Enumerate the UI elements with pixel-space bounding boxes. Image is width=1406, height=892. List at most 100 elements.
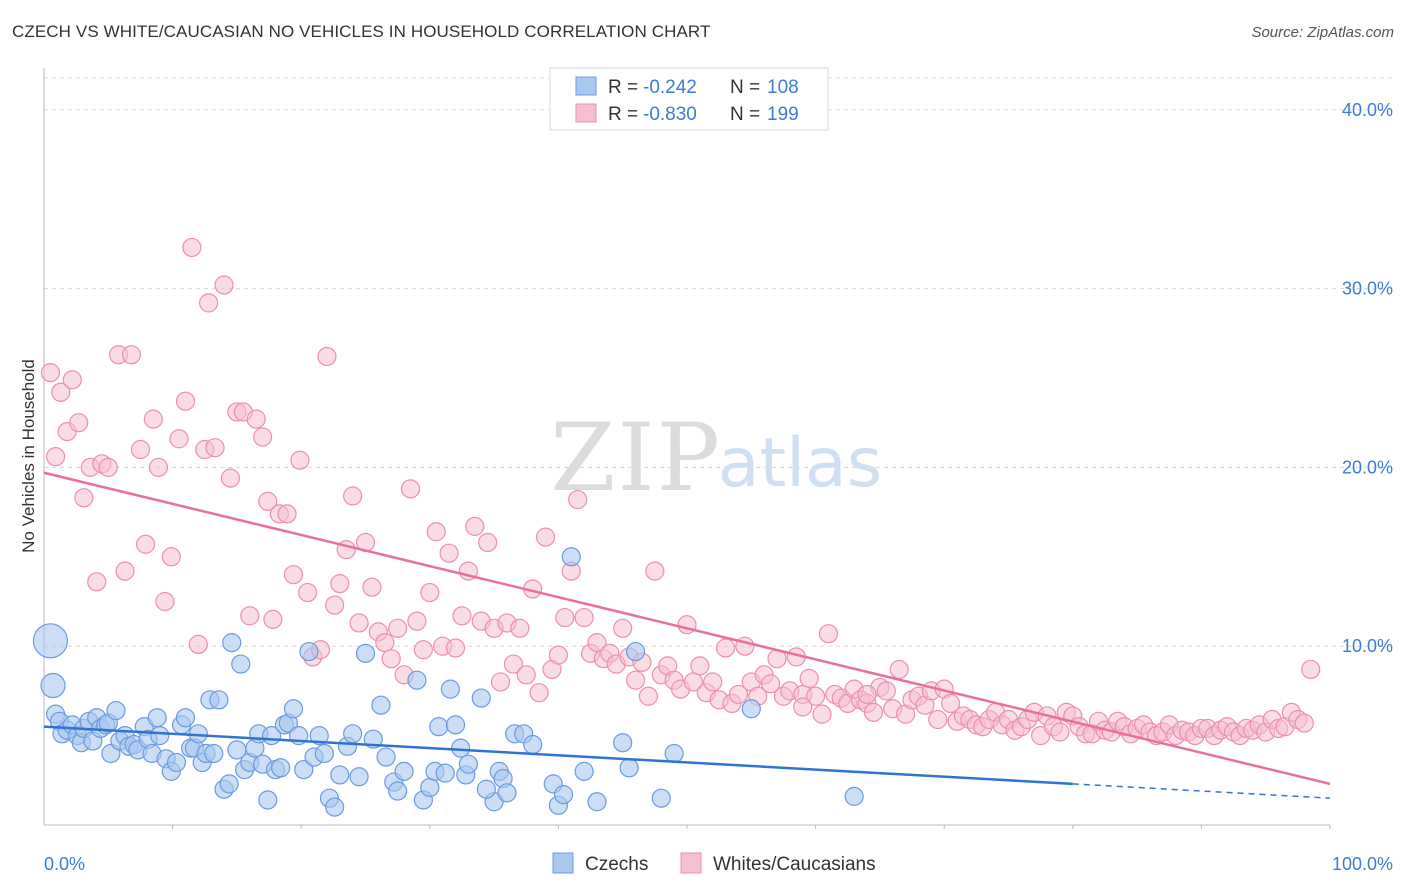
whites-point xyxy=(574,607,594,628)
whites-point xyxy=(638,686,659,706)
whites-point xyxy=(535,527,556,547)
whites-point xyxy=(426,522,446,542)
whites-point xyxy=(407,611,427,631)
bottom-legend-label-czechs: Czechs xyxy=(585,854,648,875)
czechs-point xyxy=(420,777,440,798)
x-tick-label-max: 100.0% xyxy=(1332,854,1393,874)
czechs-point xyxy=(330,765,350,785)
legend-r-value-czechs: -0.242 xyxy=(643,77,697,98)
czechs-point xyxy=(283,699,304,719)
whites-point xyxy=(121,345,142,365)
whites-point xyxy=(148,457,169,477)
whites-point xyxy=(510,618,530,638)
whites-point xyxy=(161,547,181,567)
czechs-point xyxy=(435,763,455,783)
whites-point xyxy=(220,468,241,488)
whites-point xyxy=(290,450,310,470)
czechs-point xyxy=(553,785,574,805)
whites-point xyxy=(1294,713,1314,733)
axes-layer xyxy=(43,68,1331,829)
whites-point xyxy=(715,638,736,658)
whites-point xyxy=(818,624,839,644)
czechs-point xyxy=(407,670,427,690)
czechs-point xyxy=(741,699,761,719)
grid-layer xyxy=(44,77,1394,647)
czechs-point xyxy=(523,734,543,755)
czechs-point xyxy=(394,761,414,781)
x-tick-label-min: 0.0% xyxy=(44,854,85,874)
czechs-point xyxy=(231,654,251,674)
whites-point xyxy=(445,638,466,658)
y-axis-label: No Vehicles in Household xyxy=(19,359,38,553)
whites-point xyxy=(529,683,549,703)
czechs-point xyxy=(440,679,460,699)
whites-point xyxy=(343,486,363,506)
legend-n-label-whites: N = xyxy=(730,104,760,125)
czechs-point xyxy=(355,643,376,663)
whites-point xyxy=(349,613,369,633)
whites-point xyxy=(246,409,266,429)
czechs-point xyxy=(388,781,408,801)
whites-point xyxy=(645,561,665,581)
whites-point xyxy=(613,618,633,638)
czechs-point xyxy=(625,641,646,662)
whites-point xyxy=(325,595,345,615)
whites-point xyxy=(69,413,89,433)
czechs-point xyxy=(619,758,639,778)
legend-swatch-czechs xyxy=(575,76,597,96)
czechs-trend-extension xyxy=(1072,783,1331,799)
czechs-trend-line xyxy=(43,725,1073,786)
czechs-point xyxy=(309,725,329,746)
whites-point xyxy=(876,681,896,701)
whites-point xyxy=(277,504,297,524)
whites-point xyxy=(420,582,440,603)
bottom-legend-label-whites: Whites/Caucasians xyxy=(713,854,876,875)
legend-n-value-whites: 199 xyxy=(767,104,799,125)
legend-r-label-czechs: R = xyxy=(608,77,638,98)
whites-point xyxy=(1301,659,1321,680)
czechs-point xyxy=(166,752,187,773)
y-tick-label: 20.0% xyxy=(1342,457,1393,477)
trend-lines xyxy=(43,471,1331,799)
czechs-point xyxy=(325,797,345,817)
whites-point xyxy=(40,363,61,383)
whites-point xyxy=(503,654,523,674)
whites-point xyxy=(175,391,196,411)
bottom-legend: Czechs Whites/Caucasians xyxy=(552,852,876,875)
watermark-atlas: atlas xyxy=(718,424,882,503)
whites-point xyxy=(889,659,909,680)
whites-point xyxy=(199,293,219,313)
czechs-point xyxy=(471,688,491,708)
legend-r-label-whites: R = xyxy=(608,104,638,125)
whites-point xyxy=(330,574,350,594)
whites-point xyxy=(439,543,459,563)
whites-point xyxy=(51,382,71,402)
whites-point xyxy=(115,561,135,581)
whites-point xyxy=(760,674,781,694)
czechs-point xyxy=(40,672,66,699)
whites-point xyxy=(863,702,884,722)
whites-point xyxy=(388,618,408,638)
whites-trend-line xyxy=(43,471,1331,786)
czechs-point xyxy=(574,761,594,781)
whites-point xyxy=(258,491,278,511)
czechs-point xyxy=(587,792,607,812)
whites-point xyxy=(728,684,749,705)
whites-point xyxy=(928,709,948,730)
czechs-point xyxy=(258,790,278,810)
whites-point xyxy=(143,409,163,429)
whites-point xyxy=(375,633,395,653)
whites-point xyxy=(1050,722,1070,742)
whites-point xyxy=(74,488,94,508)
source-label: Source: ZipAtlas.com xyxy=(1251,24,1394,41)
whites-point xyxy=(452,606,472,626)
whites-point xyxy=(182,237,202,258)
czechs-points xyxy=(32,547,864,817)
y-tick-label: 10.0% xyxy=(1342,636,1393,656)
chart-title: CZECH VS WHITE/CAUCASIAN NO VEHICLES IN … xyxy=(12,22,711,41)
czechs-point xyxy=(314,743,334,764)
whites-point xyxy=(381,649,401,669)
whites-point xyxy=(465,516,485,536)
czechs-point xyxy=(32,623,69,659)
watermark: ZIP atlas xyxy=(550,404,882,513)
